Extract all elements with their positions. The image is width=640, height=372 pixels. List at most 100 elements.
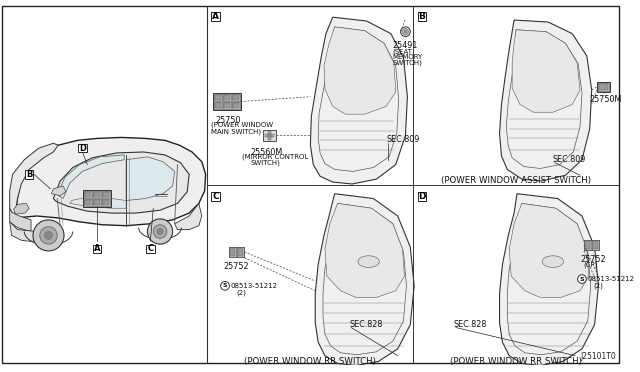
Bar	[238, 248, 243, 256]
Text: (POWER WINDOW ASSIST SWITCH): (POWER WINDOW ASSIST SWITCH)	[441, 176, 591, 185]
Text: C: C	[147, 244, 154, 253]
Circle shape	[153, 225, 167, 238]
Bar	[271, 134, 274, 137]
Bar	[584, 240, 600, 250]
Bar	[94, 200, 100, 205]
Bar	[93, 191, 101, 198]
Text: 08513-51212: 08513-51212	[588, 276, 635, 282]
Circle shape	[401, 27, 410, 36]
Circle shape	[40, 227, 57, 244]
Bar	[146, 245, 155, 253]
Bar	[213, 93, 241, 110]
Bar	[263, 130, 276, 141]
Polygon shape	[324, 27, 396, 114]
Polygon shape	[310, 17, 408, 184]
Bar	[103, 192, 109, 197]
Text: D: D	[79, 144, 86, 153]
Bar	[93, 245, 101, 253]
Polygon shape	[10, 222, 37, 242]
Text: S: S	[580, 276, 584, 282]
Text: 25750: 25750	[215, 116, 241, 125]
Text: (CP): (CP)	[583, 262, 597, 268]
Bar	[94, 192, 100, 197]
Bar	[84, 191, 92, 198]
Text: 25491: 25491	[393, 41, 418, 51]
Bar	[223, 94, 231, 101]
Polygon shape	[53, 152, 189, 213]
Circle shape	[578, 275, 586, 283]
Polygon shape	[500, 20, 592, 181]
Bar	[592, 240, 599, 250]
Text: (2): (2)	[237, 290, 246, 296]
Bar	[233, 103, 239, 108]
Polygon shape	[325, 203, 404, 298]
Bar	[586, 241, 590, 249]
Polygon shape	[500, 194, 598, 365]
Bar	[237, 247, 244, 257]
Text: 25752: 25752	[223, 262, 249, 270]
Bar	[230, 248, 236, 256]
Bar	[215, 95, 221, 100]
Bar	[233, 95, 239, 100]
Text: B: B	[419, 12, 426, 21]
Ellipse shape	[542, 256, 564, 267]
Text: (2): (2)	[594, 283, 604, 289]
Circle shape	[221, 282, 229, 290]
Polygon shape	[512, 30, 580, 112]
Bar	[232, 94, 240, 101]
Polygon shape	[10, 143, 58, 218]
Text: D: D	[418, 192, 426, 201]
Text: SWITCH): SWITCH)	[250, 160, 280, 166]
Polygon shape	[316, 194, 414, 365]
Text: (POWER WINDOW RR SWITCH): (POWER WINDOW RR SWITCH)	[450, 357, 582, 366]
Bar	[84, 199, 92, 206]
Text: J25101T0: J25101T0	[580, 353, 616, 362]
Circle shape	[403, 29, 408, 35]
Bar	[223, 102, 231, 109]
Text: (POWER WINDOW: (POWER WINDOW	[211, 122, 273, 128]
Bar	[596, 82, 610, 92]
Text: (SEAT: (SEAT	[393, 48, 413, 55]
Text: C: C	[212, 192, 219, 201]
Bar	[229, 247, 236, 257]
Polygon shape	[175, 203, 202, 230]
Polygon shape	[15, 137, 205, 226]
Bar	[85, 200, 91, 205]
Bar	[25, 170, 33, 179]
Text: SWITCH): SWITCH)	[393, 60, 422, 66]
Text: MEMORY: MEMORY	[393, 54, 423, 60]
Text: 25560M: 25560M	[250, 148, 282, 157]
Polygon shape	[10, 208, 31, 231]
Bar	[229, 247, 244, 257]
Polygon shape	[126, 157, 175, 201]
Circle shape	[147, 219, 173, 244]
Bar	[215, 103, 221, 108]
Bar	[214, 94, 222, 101]
Bar	[268, 131, 271, 134]
Bar	[102, 199, 110, 206]
Circle shape	[404, 31, 406, 33]
Bar	[102, 191, 110, 198]
Text: 08513-51212: 08513-51212	[231, 283, 278, 289]
Bar	[224, 95, 230, 100]
Circle shape	[268, 134, 271, 137]
Circle shape	[157, 229, 163, 234]
Bar	[266, 134, 268, 137]
Text: (MIRROR CONTROL: (MIRROR CONTROL	[243, 154, 308, 160]
Bar	[232, 102, 240, 109]
Text: SEC.828: SEC.828	[349, 320, 383, 329]
Text: A: A	[93, 244, 100, 253]
Bar	[417, 12, 426, 20]
Bar	[214, 102, 222, 109]
Text: SEC.828: SEC.828	[454, 320, 487, 329]
Text: SEC.809: SEC.809	[553, 155, 586, 164]
Bar	[93, 199, 101, 206]
Text: 25750M: 25750M	[589, 95, 622, 104]
Bar	[268, 137, 271, 140]
Text: B: B	[26, 170, 32, 179]
Bar	[598, 83, 609, 91]
Bar	[85, 192, 91, 197]
Polygon shape	[13, 203, 29, 214]
Polygon shape	[509, 203, 589, 298]
Circle shape	[45, 231, 52, 239]
